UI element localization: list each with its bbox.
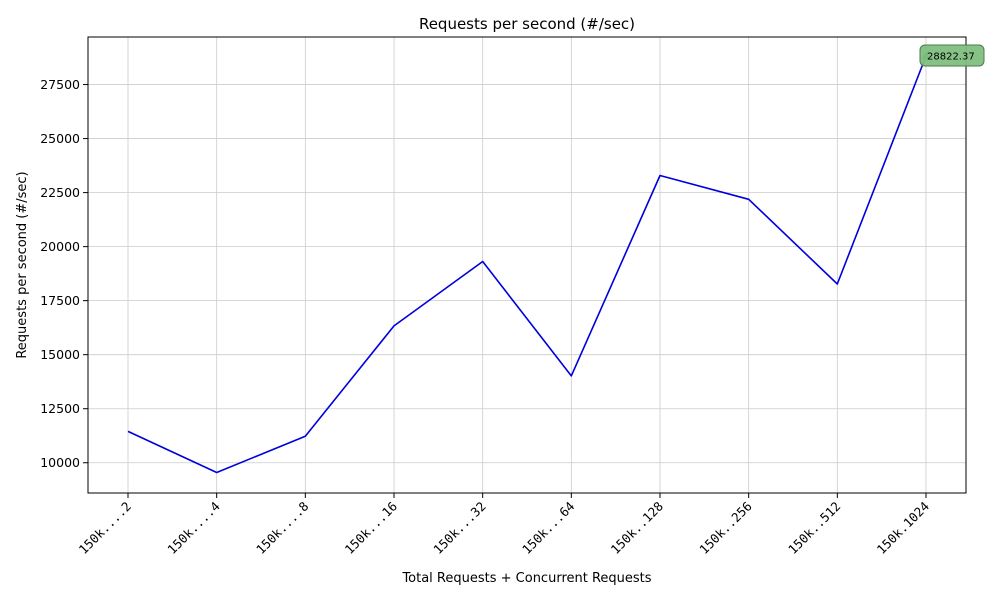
annotation-layer: 28822.37 [919, 44, 985, 67]
y-tick-label: 17500 [40, 293, 80, 308]
y-tick-label: 27500 [40, 77, 80, 92]
annotation-label: 28822.37 [927, 51, 975, 62]
y-axis-label: Requests per second (#/sec) [15, 171, 30, 358]
y-tick-label: 15000 [40, 347, 80, 362]
y-tick-label: 25000 [40, 131, 80, 146]
plot-area-frame [87, 36, 967, 494]
y-tick-label: 20000 [40, 239, 80, 254]
y-tick-label: 12500 [40, 401, 80, 416]
grid-lines [88, 37, 966, 493]
y-tick-label: 22500 [40, 185, 80, 200]
series-line [127, 55, 927, 474]
y-tick-label: 10000 [40, 455, 80, 470]
annotation-box [919, 44, 985, 67]
chart-title: Requests per second (#/sec) [419, 15, 635, 33]
x-axis-label: Total Requests + Concurrent Requests [401, 571, 651, 586]
